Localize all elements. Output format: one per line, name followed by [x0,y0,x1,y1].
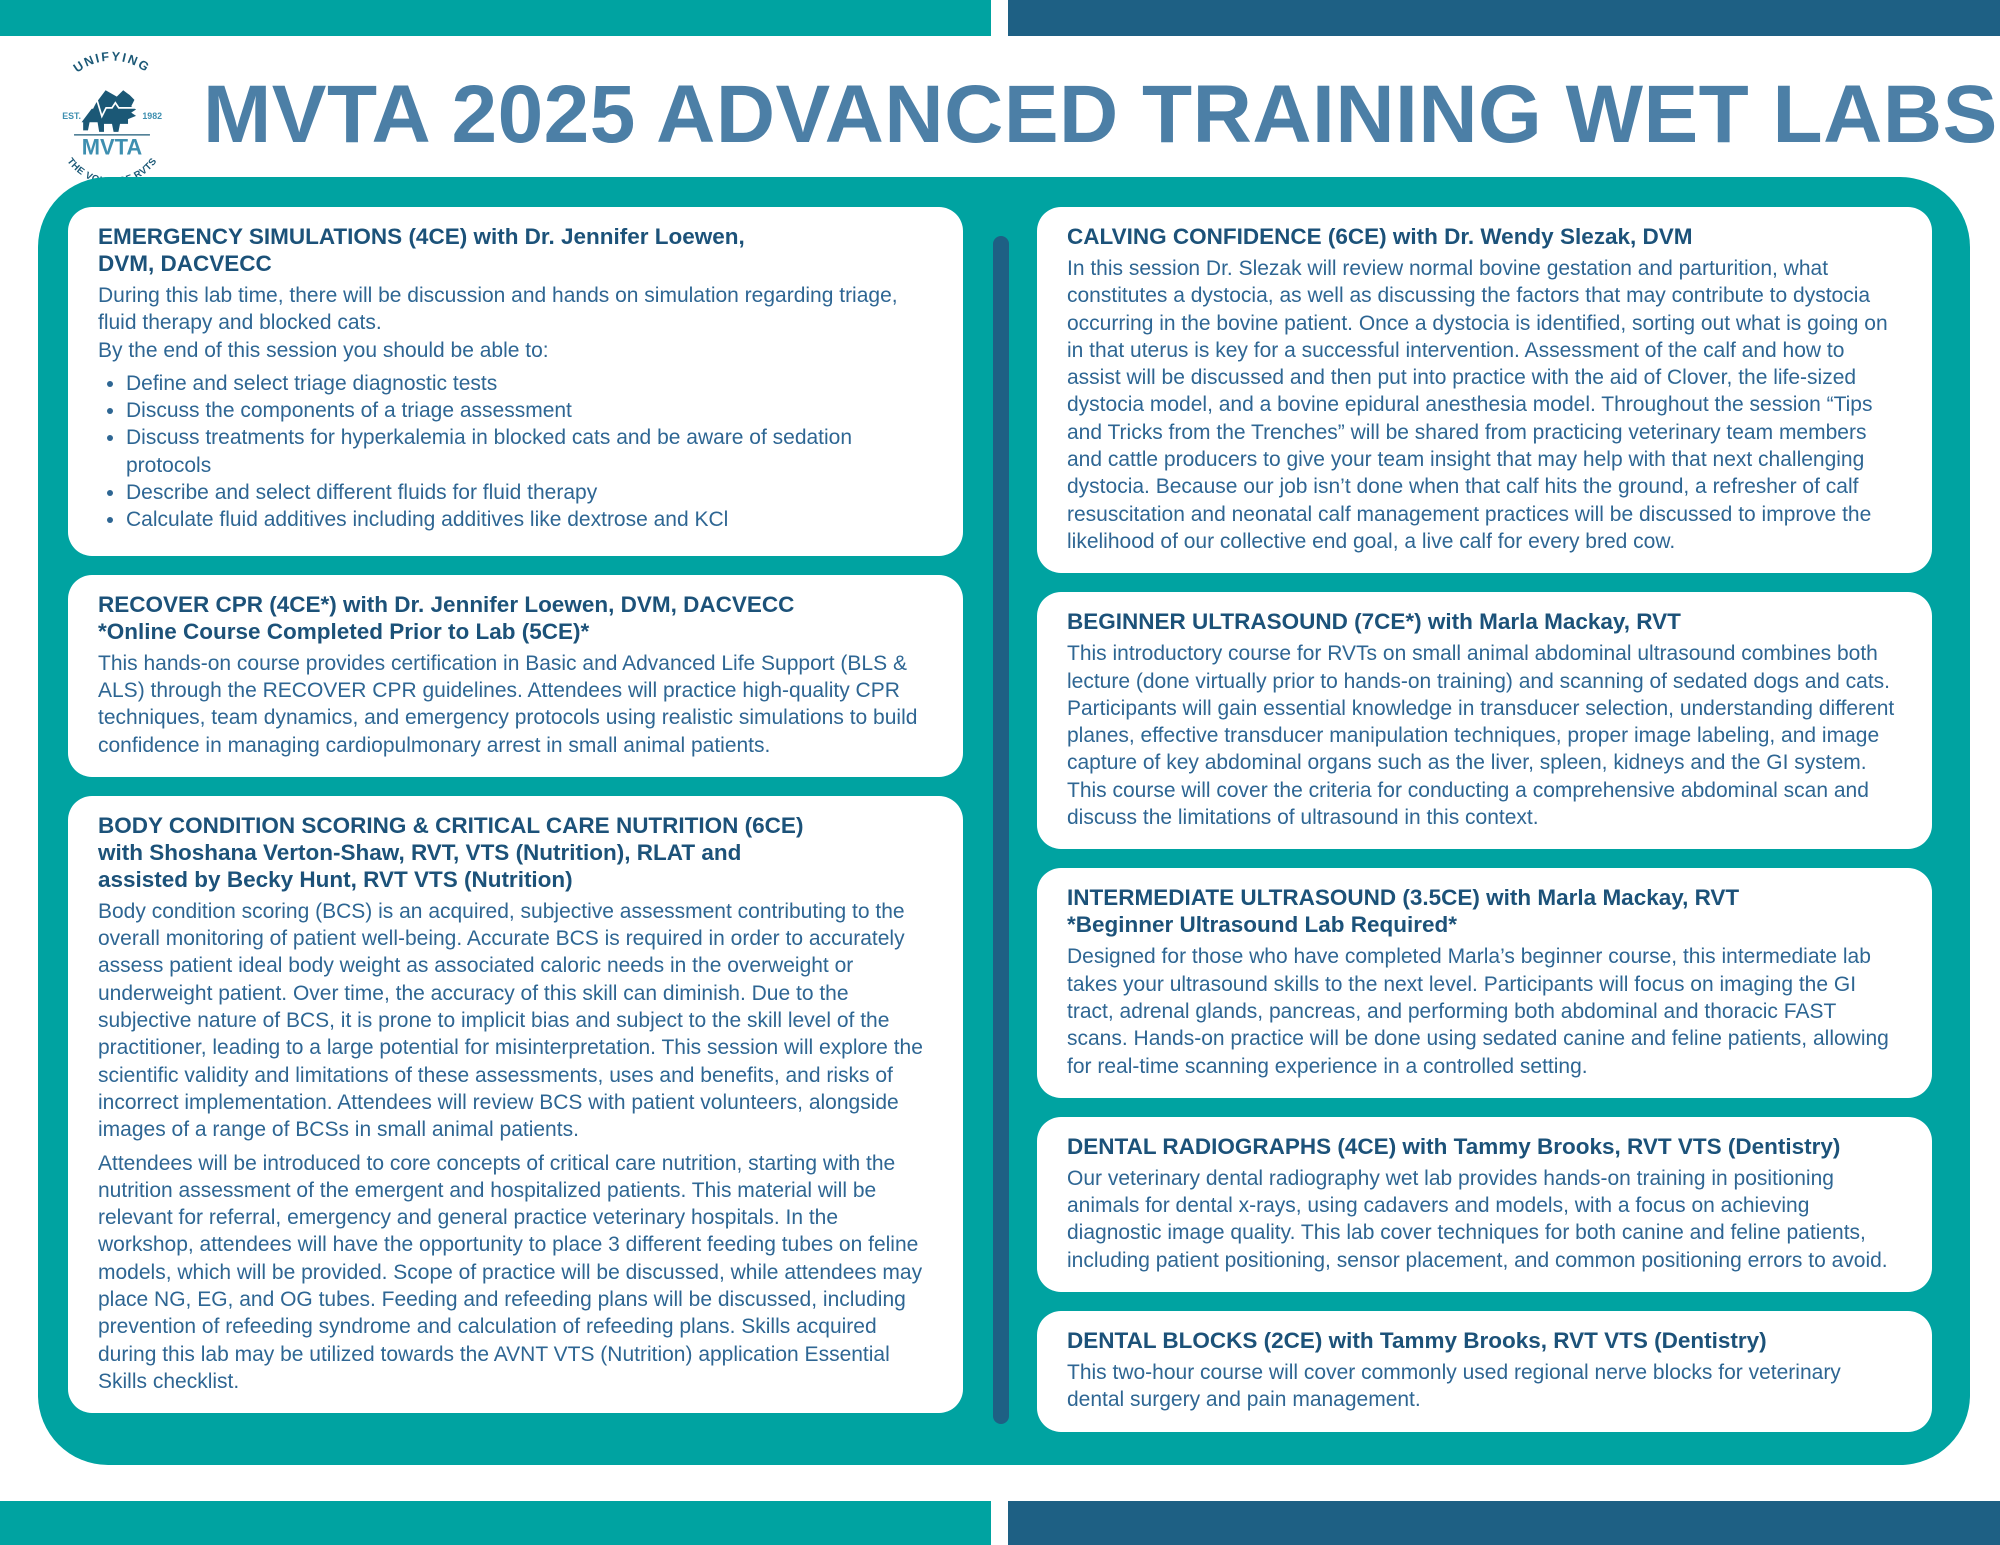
svg-text:MVTA: MVTA [82,134,143,159]
svg-text:EST.: EST. [62,111,81,121]
svg-text:UNIFYING: UNIFYING [71,49,153,75]
svg-text:1982: 1982 [142,111,162,121]
